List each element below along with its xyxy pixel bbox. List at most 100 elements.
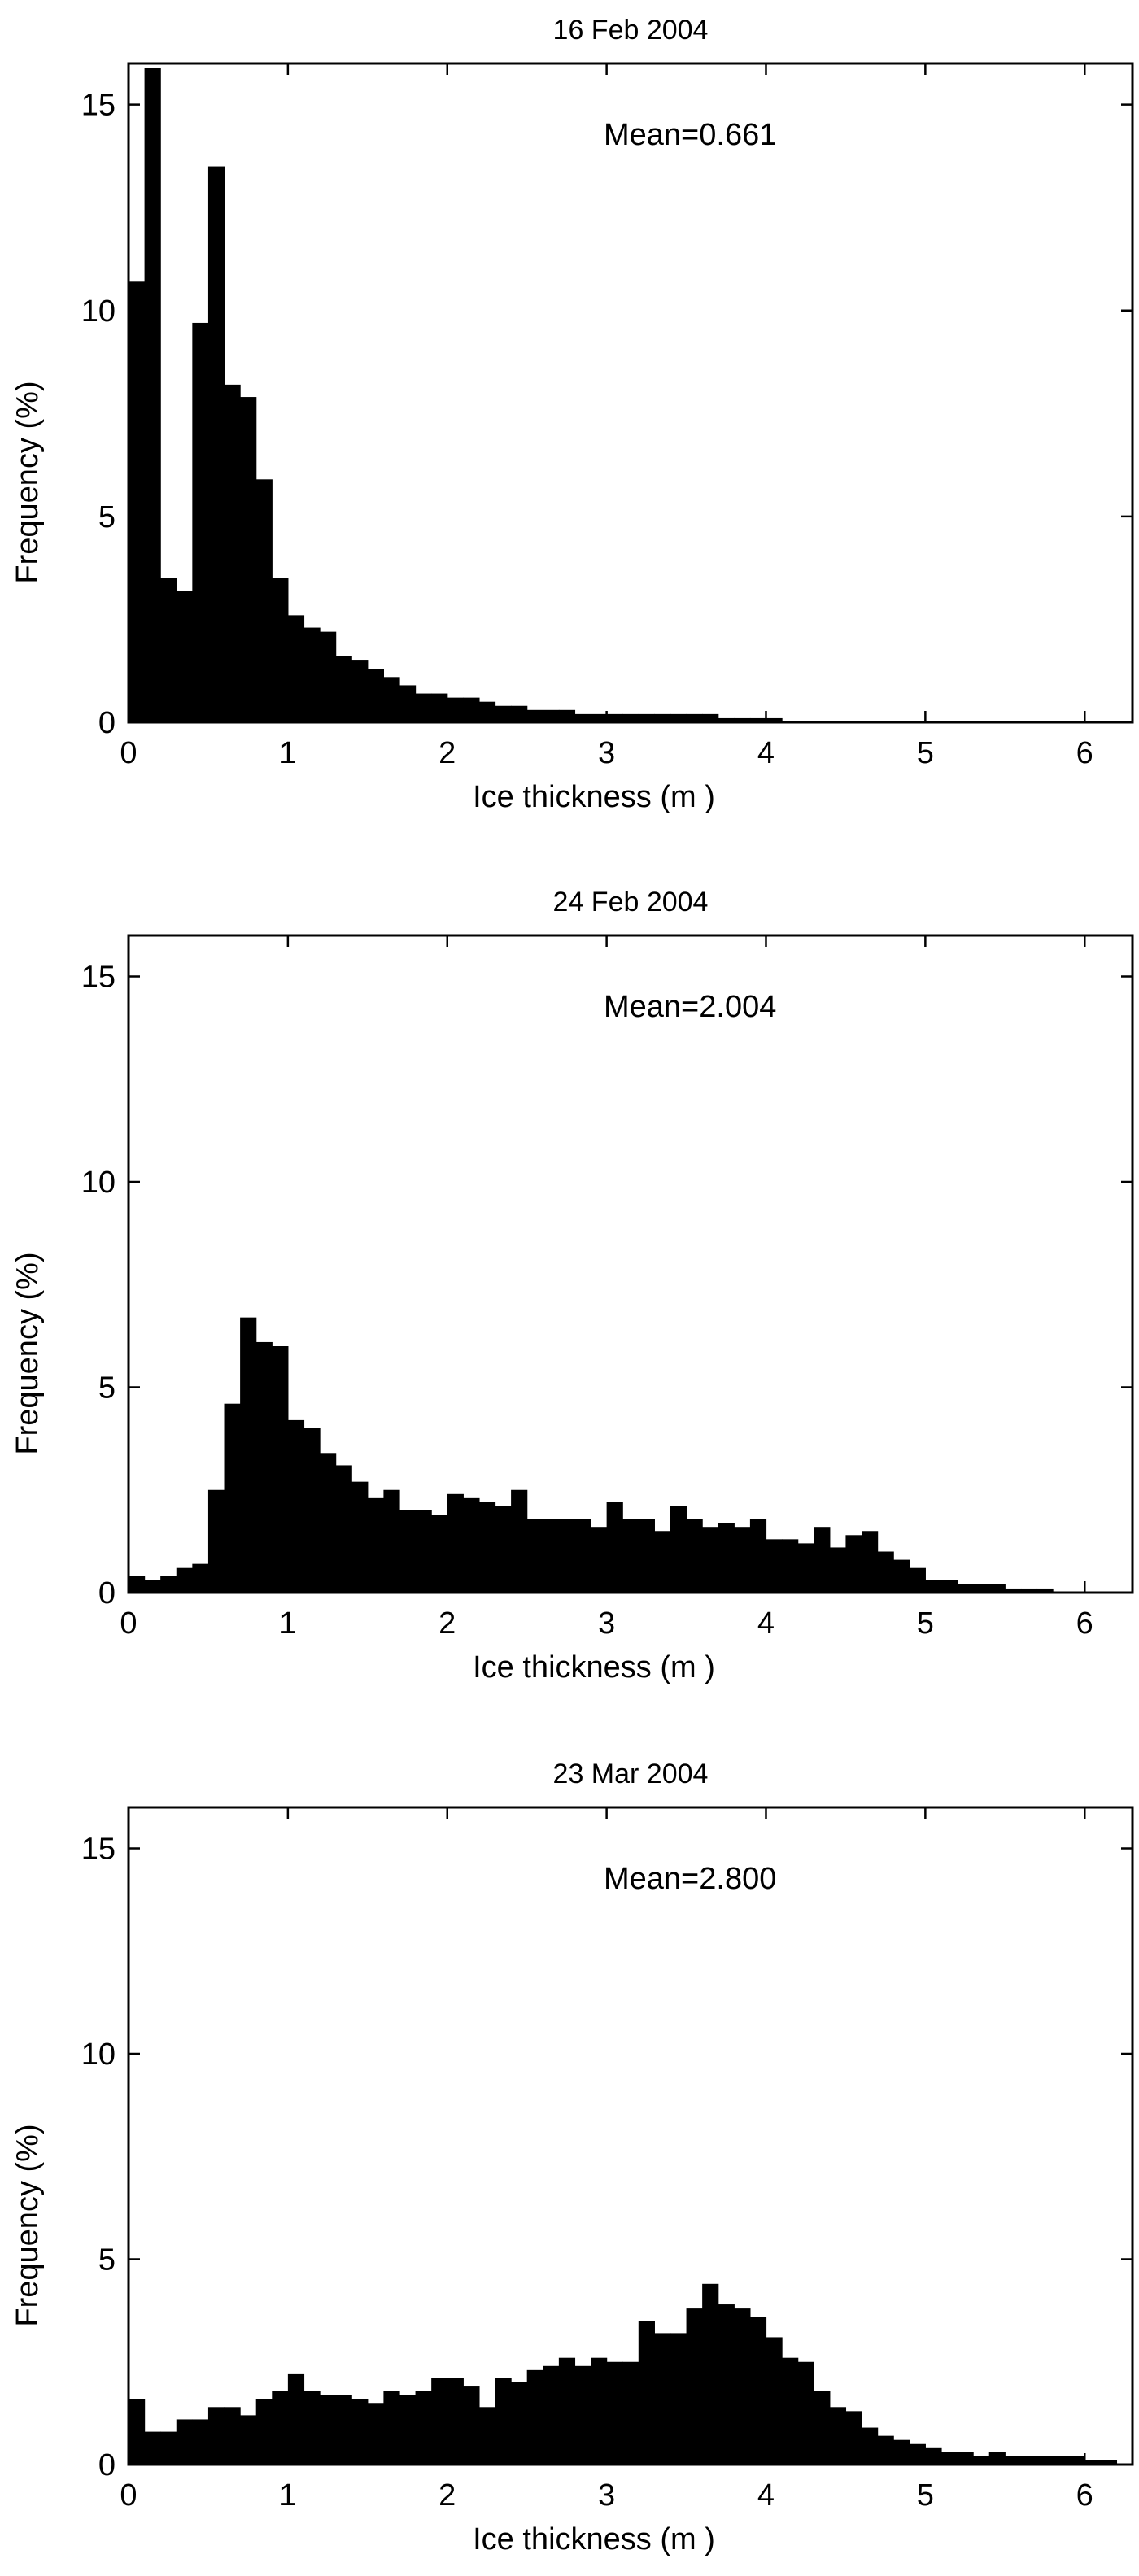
histogram-bar (176, 591, 193, 722)
histogram-bar (957, 2452, 974, 2465)
histogram-bar (622, 713, 639, 723)
histogram-bar (862, 2427, 879, 2465)
y-tick-label: 15 (81, 89, 116, 123)
histogram-bar (940, 1580, 958, 1593)
histogram-bar (303, 2391, 321, 2465)
histogram-bar (367, 2403, 384, 2465)
histogram-bar (511, 705, 528, 722)
histogram-bar (320, 1453, 337, 1593)
axes-frame (127, 934, 1134, 1594)
histogram-bar (718, 717, 735, 722)
histogram-bar (447, 697, 464, 723)
histogram-bar (543, 709, 560, 722)
histogram-bar (351, 2399, 369, 2465)
x-tick-label: 4 (757, 736, 775, 770)
chart-title: 24 Feb 2004 (553, 887, 709, 918)
histogram-bar (797, 1543, 814, 1593)
histogram-bar (129, 2399, 146, 2465)
axes-frame (127, 62, 1134, 724)
histogram-bar (383, 2391, 400, 2465)
x-tick-label: 0 (120, 736, 137, 770)
y-tick-label: 5 (98, 2243, 116, 2277)
histogram-bar (814, 1527, 831, 1593)
histogram-bar (988, 1584, 1006, 1593)
histogram-bar (925, 2447, 942, 2465)
histogram-bar (654, 713, 671, 723)
histogram-bar (431, 2378, 448, 2465)
histogram-bar (670, 2333, 687, 2465)
histogram-bar (909, 1567, 926, 1593)
histogram-bar (1005, 1588, 1022, 1593)
chart-title: 16 Feb 2004 (553, 15, 709, 46)
histogram-bar (303, 627, 321, 722)
histogram-bar (160, 578, 177, 722)
histogram-bar (511, 2382, 528, 2465)
histogram-bar (988, 2452, 1006, 2465)
histogram-bar (255, 2399, 273, 2465)
histogram-bar (591, 713, 608, 723)
histogram-bar (335, 2395, 352, 2465)
y-axis-label: Frequency (%) (11, 381, 45, 583)
y-tick-label: 5 (98, 500, 116, 534)
histogram-bar (272, 578, 289, 722)
y-tick-label: 10 (81, 2038, 116, 2072)
histogram-bar (367, 669, 384, 722)
histogram-bar (670, 713, 687, 723)
histogram-bar (176, 2419, 193, 2465)
histogram-bar (543, 2365, 560, 2465)
histogram-bar (606, 1502, 623, 1593)
x-tick-label: 5 (917, 736, 934, 770)
histogram-bar (495, 705, 512, 722)
histogram-bar (543, 1519, 560, 1593)
histogram-bar (606, 713, 623, 723)
histogram-bar (734, 1527, 751, 1593)
histogram-bar (654, 2333, 671, 2465)
histogram-bar (144, 2431, 161, 2465)
histogram-bar (303, 1428, 321, 1593)
x-tick-label: 0 (120, 1606, 137, 1641)
x-tick-label: 3 (598, 736, 615, 770)
histogram-bar (702, 713, 719, 723)
histogram-bar (877, 1551, 894, 1593)
histogram-bar (558, 2357, 576, 2465)
axes-frame (127, 1806, 1134, 2466)
y-tick-label: 5 (98, 1371, 116, 1406)
histogram-bar (287, 2373, 305, 2465)
x-axis-label: Ice thickness (m ) (473, 780, 715, 814)
histogram-bar (749, 1519, 767, 1593)
x-tick-label: 3 (598, 2478, 615, 2513)
histogram-bar (224, 1403, 241, 1593)
x-tick-label: 1 (279, 736, 296, 770)
histogram-bar (1053, 2456, 1070, 2465)
histogram-bar (925, 1580, 942, 1593)
histogram-bar (207, 2407, 225, 2465)
chart-panel-1: 0 1 2 3 4 5 6 0 5 10 15 16 Feb 2004 Mean=0.661 Ice th… (11, 15, 1134, 814)
histogram-bar (622, 1519, 639, 1593)
histogram-bar (511, 1489, 528, 1593)
mean-annotation: Mean=2.004 (604, 990, 776, 1024)
histogram-bar (1020, 1588, 1038, 1593)
y-axis-label: Frequency (%) (11, 2124, 45, 2326)
histogram-bar (192, 2419, 209, 2465)
histogram-bar (129, 281, 146, 722)
histogram-bar (814, 2391, 831, 2465)
x-tick-label: 4 (757, 2478, 775, 2513)
histogram-bar (973, 2456, 990, 2465)
histogram-bar (1084, 2460, 1102, 2465)
y-tick-label: 0 (98, 1576, 116, 1611)
x-axis-label: Ice thickness (m ) (473, 1650, 715, 1685)
histogram-bar (255, 1341, 273, 1593)
histogram-bar (526, 2369, 543, 2465)
histogram-bar (431, 1515, 448, 1593)
histogram-bar (606, 2361, 623, 2465)
histogram-bar (272, 1346, 289, 1593)
histogram-bar (287, 1419, 305, 1593)
x-tick-label: 6 (1076, 736, 1093, 770)
histogram-bar (495, 1506, 512, 1593)
histogram-bar (415, 1510, 432, 1593)
histogram-bar (383, 1489, 400, 1593)
x-tick-label: 0 (120, 2478, 137, 2513)
histogram-bar (766, 1539, 783, 1593)
histogram-bar (734, 717, 751, 722)
